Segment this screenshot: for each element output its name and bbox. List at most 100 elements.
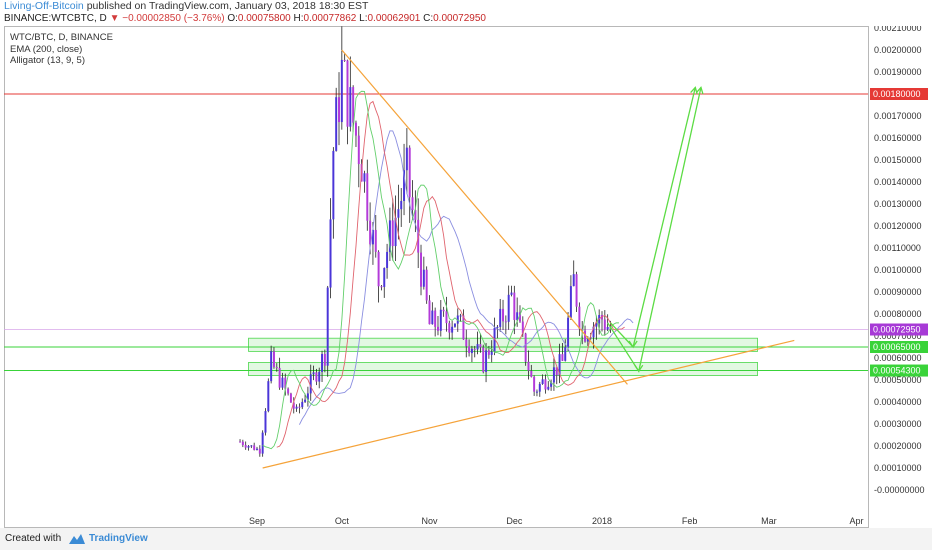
x-tick-label: Nov — [421, 516, 438, 526]
candle-body — [572, 274, 575, 287]
candle-body — [544, 379, 547, 390]
chart-area[interactable] — [4, 26, 869, 528]
candle-body — [453, 323, 456, 327]
candle-body — [380, 286, 383, 288]
candle-body — [298, 406, 301, 408]
candle-body — [366, 173, 369, 221]
candle-body — [561, 354, 564, 361]
x-tick-label: Sep — [249, 516, 265, 526]
candle-body — [592, 326, 595, 338]
close-label: C: — [423, 13, 434, 24]
candle-body — [459, 315, 462, 317]
candle-body — [555, 367, 558, 376]
y-tick-label: 0.00060000 — [874, 353, 922, 363]
candle-body — [250, 445, 253, 447]
candle-body — [439, 309, 442, 331]
candle-body — [270, 351, 273, 382]
legend-pair: WTC/BTC, D, BINANCE — [10, 32, 113, 43]
candle-body — [465, 339, 468, 347]
y-tick-label: -0.00000000 — [874, 485, 925, 495]
candle-body — [267, 381, 270, 412]
change-value: −0.00002850 (−3.76%) — [122, 13, 225, 24]
y-tick-label: 0.00040000 — [874, 397, 922, 407]
open-label: O: — [227, 13, 238, 24]
legend-ema: EMA (200, close) — [10, 43, 83, 55]
candle-body — [278, 367, 281, 388]
candle-body — [490, 351, 493, 355]
candle-body — [301, 401, 304, 408]
candle-body — [507, 294, 510, 322]
footer: Created with TradingView — [0, 528, 932, 550]
y-tick-label: 0.00150000 — [874, 155, 922, 165]
candle-body — [504, 321, 507, 323]
candle-body — [329, 219, 332, 288]
created-with-text: Created with — [5, 533, 62, 544]
y-tick-label: 0.00080000 — [874, 309, 922, 319]
y-tick-label: 0.00210000 — [874, 26, 922, 33]
author-link[interactable]: Living-Off-Bitcoin — [4, 0, 84, 12]
candle-body — [516, 312, 519, 320]
symbol-bar: BINANCE:WTCBTC, D ▼ −0.00002850 (−3.76%)… — [4, 13, 486, 25]
candle-body — [603, 319, 606, 330]
price-badge — [870, 88, 928, 100]
alligator-teeth-line — [276, 100, 625, 448]
candle-body — [321, 353, 324, 372]
chart-canvas[interactable]: -0.00000000 0.00010000 0.00020000 0.0003000… — [4, 26, 928, 528]
y-tick-label: 0.00110000 — [874, 243, 921, 253]
candle-body — [422, 269, 425, 287]
candle-body — [584, 330, 587, 342]
candle-body — [541, 379, 544, 384]
tradingview-logo-icon[interactable] — [68, 533, 86, 545]
x-tick-label: Mar — [761, 516, 777, 526]
candle-body — [304, 399, 307, 402]
y-tick-label: 0.00010000 — [874, 463, 922, 473]
price-badge-label: 0.00072950 — [873, 325, 921, 335]
candle-body — [470, 348, 473, 354]
publish-bar: Living-Off-Bitcoin published on TradingV… — [0, 0, 932, 12]
published-text: published on TradingView.com, January 03… — [86, 0, 369, 12]
candle-body — [510, 292, 513, 295]
candle-body — [400, 200, 403, 210]
y-tick-label: 0.00030000 — [874, 419, 922, 429]
candle-body — [292, 402, 295, 409]
candle-body — [530, 370, 533, 377]
tradingview-brand[interactable]: TradingView — [89, 533, 148, 544]
chart-legend: WTC/BTC, D, BINANCE EMA (200, close) All… — [10, 32, 113, 67]
candle-body — [388, 220, 391, 252]
candle-body — [496, 326, 499, 328]
candle-body — [420, 252, 423, 287]
candle-body — [569, 286, 572, 318]
candle-body — [256, 448, 258, 450]
candle-body — [264, 411, 267, 433]
candle-body — [281, 377, 284, 388]
candle-body — [428, 300, 431, 325]
candle-body — [436, 326, 439, 331]
candle-body — [315, 372, 318, 382]
trendline — [262, 339, 795, 469]
projection-arrowhead — [634, 364, 644, 373]
y-tick-label: 0.00020000 — [874, 441, 922, 451]
candle-body — [253, 445, 256, 450]
candle-body — [581, 328, 584, 331]
candle-body — [538, 383, 541, 392]
price-badge — [870, 364, 928, 377]
candle-body — [247, 446, 250, 448]
candle-body — [377, 251, 380, 287]
candle-body — [462, 315, 465, 340]
candle-body — [479, 344, 482, 348]
support-zone — [248, 337, 758, 352]
candle-body — [244, 445, 247, 448]
candle-body — [595, 323, 598, 327]
candle-body — [403, 170, 406, 201]
candle-body — [434, 310, 437, 327]
candle-body — [513, 292, 516, 320]
y-tick-label: 0.00050000 — [874, 375, 922, 385]
candle-body — [524, 333, 527, 362]
candle-body — [323, 353, 326, 366]
candle-body — [272, 351, 275, 367]
price-badge-label: 0.00180000 — [873, 89, 921, 99]
y-tick-label: 0.00200000 — [874, 45, 922, 55]
candle-body — [431, 310, 434, 325]
y-tick-label: 0.00090000 — [874, 287, 922, 297]
low-label: L: — [359, 13, 368, 24]
